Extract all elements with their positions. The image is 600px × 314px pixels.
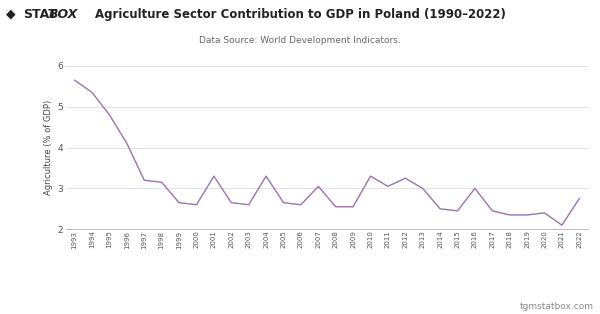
Text: Data Source: World Development Indicators.: Data Source: World Development Indicator… xyxy=(199,36,401,45)
Text: STAT: STAT xyxy=(23,8,56,21)
Text: tgmstatbox.com: tgmstatbox.com xyxy=(520,302,594,311)
Text: ◆: ◆ xyxy=(6,8,16,21)
Y-axis label: Agriculture (% of GDP): Agriculture (% of GDP) xyxy=(44,100,53,195)
Text: BOX: BOX xyxy=(49,8,79,21)
Text: Agriculture Sector Contribution to GDP in Poland (1990–2022): Agriculture Sector Contribution to GDP i… xyxy=(95,8,505,21)
